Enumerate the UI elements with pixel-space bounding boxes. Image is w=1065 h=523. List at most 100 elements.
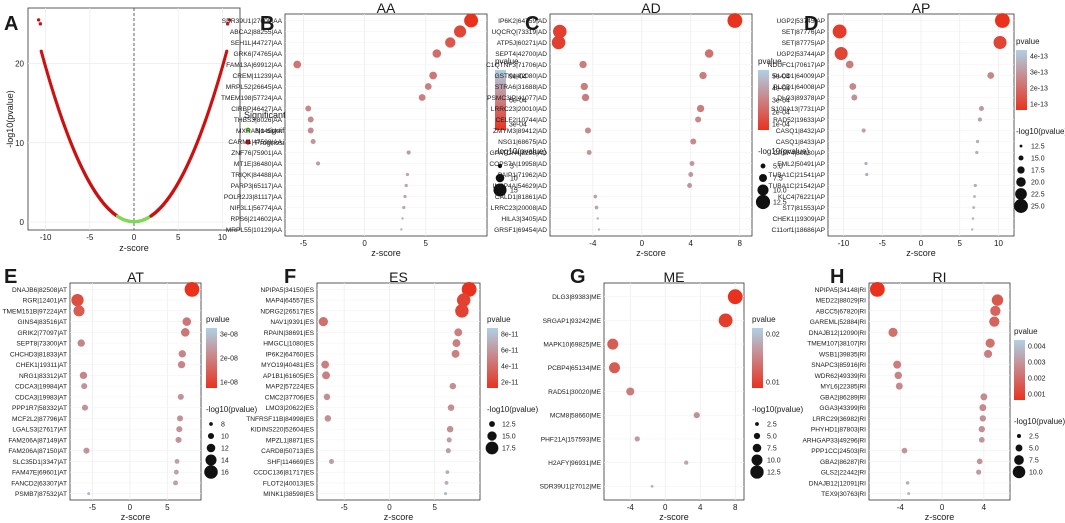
pvalue-tick-label: 6e-04 — [509, 98, 527, 105]
data-point — [445, 470, 450, 475]
pvalue-tick-label: 0.001 — [1028, 392, 1046, 399]
pvalue-tick-label: 0.003 — [1028, 360, 1046, 367]
gene-label: MRPL55|10129|AA — [226, 227, 283, 234]
gene-label: DNAJB12|12091|RI — [809, 480, 866, 487]
gene-label: MAP4|64557|ES — [265, 298, 314, 305]
size-legend-title: -log10(pvalue) — [495, 147, 546, 156]
chart-title: AD — [641, 0, 660, 16]
data-point — [447, 404, 455, 411]
size-legend-label: 12 — [221, 446, 229, 453]
data-point — [581, 93, 590, 102]
data-point — [315, 161, 321, 166]
gene-label: FAM206A|87150|AT — [8, 448, 67, 455]
y-tick-label: 20 — [15, 60, 24, 69]
size-legend-marker — [751, 454, 763, 466]
x-tick-label: -10 — [40, 233, 52, 242]
gene-label: MXRA8|145|AA — [236, 128, 283, 135]
size-legend-marker — [497, 163, 503, 169]
gene-label: LGALS3|27617|AT — [12, 427, 67, 434]
x-axis-label: z-score — [925, 512, 955, 522]
data-point — [176, 415, 184, 422]
x-tick-label: 0 — [362, 239, 367, 248]
pvalue-legend-title: pvalue — [206, 315, 230, 324]
data-point — [402, 205, 406, 210]
data-point — [324, 415, 332, 422]
x-tick-label: -5 — [86, 233, 94, 242]
pvalue-colorbar — [758, 70, 769, 130]
size-legend-marker — [753, 432, 761, 440]
gene-label: NDRG2|26517|ES — [260, 308, 314, 315]
gene-label: CPSF4|80630|AP — [773, 150, 825, 157]
data-point — [455, 304, 469, 318]
gene-label: MRPL52|26645|AA — [226, 84, 283, 91]
gene-label: LRRC29|36982|RI — [812, 416, 866, 423]
data-point — [907, 492, 911, 496]
gene-label: HILA3|3405|AD — [501, 216, 547, 223]
gene-label: SEPT8|73300|AT — [16, 341, 67, 348]
gene-label: RAD52|19633|AP — [773, 117, 825, 124]
data-point — [895, 382, 903, 390]
data-point — [79, 371, 88, 380]
data-point — [684, 460, 689, 465]
panel-label: B — [260, 13, 274, 35]
data-point — [551, 35, 566, 50]
gene-label: CARD8|50713|ES — [261, 448, 315, 455]
gene-label: PAIP1|71962|AD — [498, 172, 547, 179]
pvalue-tick-label: 0.002 — [1028, 376, 1046, 383]
pvalue-tick-label: 3e-08 — [220, 332, 238, 339]
pvalue-tick-label: 4e-13 — [1030, 54, 1048, 61]
data-point — [584, 127, 592, 134]
data-point — [718, 313, 733, 328]
pvalue-tick-label: 3e-04 — [772, 98, 790, 105]
size-legend-label: 20.0 — [1031, 180, 1045, 187]
size-legend-marker — [759, 174, 767, 182]
gene-label: CDCA3|19983|AT — [15, 394, 67, 401]
pvalue-tick-label: 4e-04 — [772, 86, 790, 93]
data-point — [888, 327, 898, 337]
x-tick-label: 8 — [738, 239, 743, 248]
gene-label: ST7|81553|AP — [782, 205, 825, 212]
y-tick-label: 10 — [15, 139, 24, 148]
data-point — [689, 161, 695, 166]
legend-marker — [245, 127, 251, 133]
gene-label: SET|87775|AP — [782, 40, 826, 47]
size-legend-label: 10.0 — [767, 458, 781, 465]
plot-frame — [868, 282, 1011, 501]
data-point — [580, 82, 588, 91]
x-tick-label: 0 — [128, 503, 133, 512]
gene-label: NAV1|9391|ES — [270, 319, 314, 326]
data-point — [991, 294, 1004, 306]
gene-label: NPIPA5|34148|RI — [815, 287, 866, 294]
pvalue-colorbar — [1014, 340, 1025, 400]
size-legend-label: 15.0 — [1031, 156, 1045, 163]
pvalue-colorbar — [487, 328, 498, 388]
data-point — [976, 469, 982, 475]
gene-label: S100A13|7731|AP — [771, 106, 826, 113]
data-point — [832, 24, 847, 39]
data-point — [81, 404, 89, 411]
gene-label: TMEM107|38107|RI — [807, 341, 866, 348]
x-tick-label: 8 — [733, 503, 738, 512]
x-tick-label: 5 — [165, 503, 170, 512]
pvalue-legend-title: pvalue — [1016, 37, 1040, 46]
gene-label: PLCD1|64008|AP — [773, 84, 825, 91]
data-point — [71, 293, 84, 307]
gene-label: GRK6|74765|AA — [233, 51, 282, 58]
gene-label: DNAJB12|12090|RI — [809, 330, 866, 337]
size-legend-marker — [752, 443, 762, 453]
size-legend-marker — [1019, 144, 1023, 148]
gene-label: GAREML|52884|RI — [810, 319, 866, 326]
gene-label: TNFRSF11B|84998|ES — [246, 416, 314, 423]
x-tick-label: 4 — [982, 503, 987, 512]
gene-label: ARHGAP33|49296|RI — [802, 437, 866, 444]
pvalue-tick-label: 3e-04 — [509, 122, 527, 129]
gene-label: FAM13A|69912|AA — [226, 62, 282, 69]
gene-label: CDCA3|19984|AT — [15, 384, 67, 391]
gene-label: PARP3|65117|AA — [231, 183, 283, 190]
data-point — [973, 183, 977, 188]
legend-label: No significant — [255, 126, 301, 135]
gene-label: UQCRQ|73319|AD — [492, 29, 548, 36]
pvalue-colorbar — [495, 70, 506, 130]
data-point — [978, 425, 985, 433]
gene-label: GPATCH4|8295|AD — [490, 150, 548, 157]
